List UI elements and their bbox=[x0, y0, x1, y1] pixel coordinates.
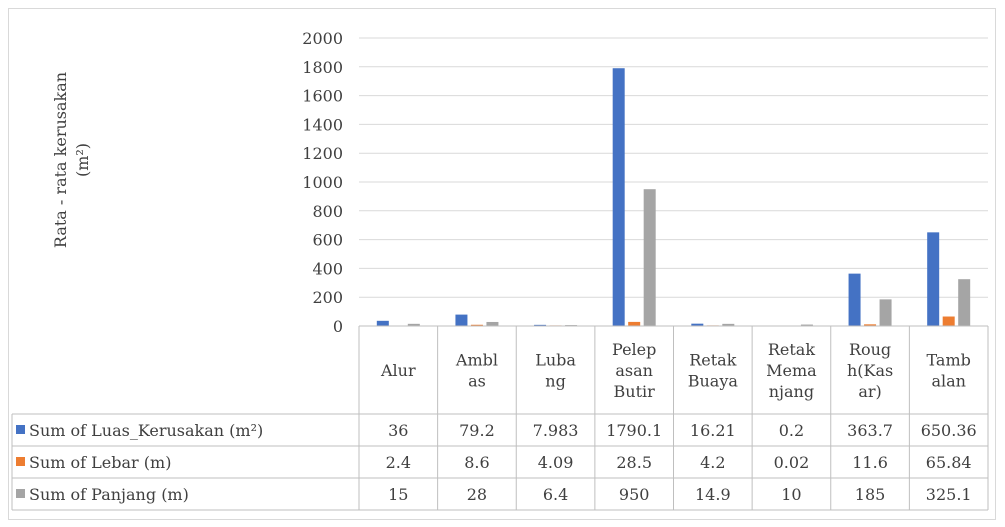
legend-entry: Sum of Lebar (m) bbox=[29, 453, 171, 472]
data-label: 4.09 bbox=[538, 453, 574, 472]
category-label-line: ng bbox=[545, 372, 566, 391]
data-label: 4.2 bbox=[700, 453, 725, 472]
legend-swatch bbox=[16, 489, 25, 498]
y-tick-label: 0 bbox=[333, 317, 343, 336]
data-label: 16.21 bbox=[690, 421, 736, 440]
y-axis-label-line: Rata - rata kerusakan bbox=[51, 72, 70, 248]
category-label: Retak Mema njang bbox=[766, 340, 817, 401]
category-label-line: Roug bbox=[849, 340, 891, 359]
bar bbox=[691, 323, 704, 326]
category-label: Roug h(Kas ar) bbox=[847, 340, 893, 401]
category-label-line: Buaya bbox=[688, 372, 739, 391]
y-tick-label: 800 bbox=[312, 202, 343, 221]
bar bbox=[534, 324, 547, 326]
legend-swatch bbox=[16, 457, 25, 466]
data-label: 1790.1 bbox=[606, 421, 662, 440]
bar bbox=[407, 323, 420, 326]
data-label: 950 bbox=[619, 485, 650, 504]
category-label-line: Ambl bbox=[455, 351, 498, 370]
category-label-line: Retak bbox=[689, 351, 736, 370]
y-tick-label: 400 bbox=[312, 259, 343, 278]
legend-entry: Sum of Luas_Kerusakan (m²) bbox=[29, 421, 263, 440]
data-label: 0.2 bbox=[779, 421, 804, 440]
data-label: 28.5 bbox=[616, 453, 652, 472]
y-tick-label: 1400 bbox=[302, 115, 343, 134]
data-label: 363.7 bbox=[847, 421, 893, 440]
category-label-line: Pelep bbox=[612, 340, 656, 359]
bar bbox=[455, 314, 468, 326]
data-label: 28 bbox=[467, 485, 487, 504]
bar bbox=[612, 68, 625, 327]
bar bbox=[800, 324, 813, 326]
data-label: 185 bbox=[855, 485, 886, 504]
data-label: 15 bbox=[388, 485, 408, 504]
bar bbox=[927, 232, 940, 326]
category-label: Luba ng bbox=[535, 351, 576, 391]
data-label: 36 bbox=[388, 421, 408, 440]
data-label: 650.36 bbox=[921, 421, 977, 440]
category-label-line: Retak bbox=[768, 340, 815, 359]
category-label: Ambl as bbox=[455, 351, 498, 391]
y-axis-label: Rata - rata kerusakan (m²) bbox=[51, 72, 92, 248]
category-label-line: asan bbox=[615, 361, 653, 380]
y-tick-label: 2000 bbox=[302, 29, 343, 48]
data-label: 0.02 bbox=[774, 453, 810, 472]
bar bbox=[643, 189, 656, 326]
bar bbox=[722, 323, 735, 326]
chart-frame bbox=[8, 8, 996, 520]
data-label: 10 bbox=[781, 485, 801, 504]
bar bbox=[848, 273, 861, 326]
data-label: 14.9 bbox=[695, 485, 731, 504]
category-label-line: h(Kas bbox=[847, 361, 893, 380]
data-label: 11.6 bbox=[852, 453, 888, 472]
y-tick-label: 1800 bbox=[302, 58, 343, 77]
category-label-line: ar) bbox=[858, 382, 881, 401]
y-tick-label: 1600 bbox=[302, 87, 343, 106]
bar bbox=[879, 299, 892, 326]
legend-swatch bbox=[16, 425, 25, 434]
category-label: Alur bbox=[380, 361, 416, 380]
category-label-line: alan bbox=[931, 372, 966, 391]
category-label-line: Butir bbox=[614, 382, 656, 401]
y-tick-label: 1200 bbox=[302, 144, 343, 163]
category-label-line: Tamb bbox=[926, 351, 970, 370]
bar bbox=[864, 324, 877, 326]
category-label-line: Mema bbox=[766, 361, 817, 380]
data-label: 7.983 bbox=[533, 421, 579, 440]
bar bbox=[486, 321, 499, 326]
data-label: 2.4 bbox=[386, 453, 411, 472]
category-label-line: Luba bbox=[535, 351, 576, 370]
category-label: Pelep asan Butir bbox=[612, 340, 656, 401]
y-tick-label: 600 bbox=[312, 231, 343, 250]
category-label-line: as bbox=[468, 372, 486, 391]
bar bbox=[376, 320, 389, 326]
y-axis-label-line: (m²) bbox=[73, 143, 92, 177]
bar bbox=[942, 316, 955, 326]
bar bbox=[628, 321, 641, 326]
y-tick-label: 1000 bbox=[302, 173, 343, 192]
data-label: 79.2 bbox=[459, 421, 495, 440]
bar bbox=[470, 324, 483, 326]
category-label: Retak Buaya bbox=[688, 351, 739, 391]
bar bbox=[958, 279, 971, 326]
category-label-line: Alur bbox=[380, 361, 416, 380]
data-label: 8.6 bbox=[464, 453, 489, 472]
data-label: 65.84 bbox=[926, 453, 972, 472]
category-label: Tamb alan bbox=[926, 351, 970, 391]
data-label: 6.4 bbox=[543, 485, 568, 504]
y-tick-label: 200 bbox=[312, 288, 343, 307]
category-label-line: njang bbox=[769, 382, 814, 401]
data-label: 325.1 bbox=[926, 485, 972, 504]
legend-entry: Sum of Panjang (m) bbox=[29, 485, 189, 504]
